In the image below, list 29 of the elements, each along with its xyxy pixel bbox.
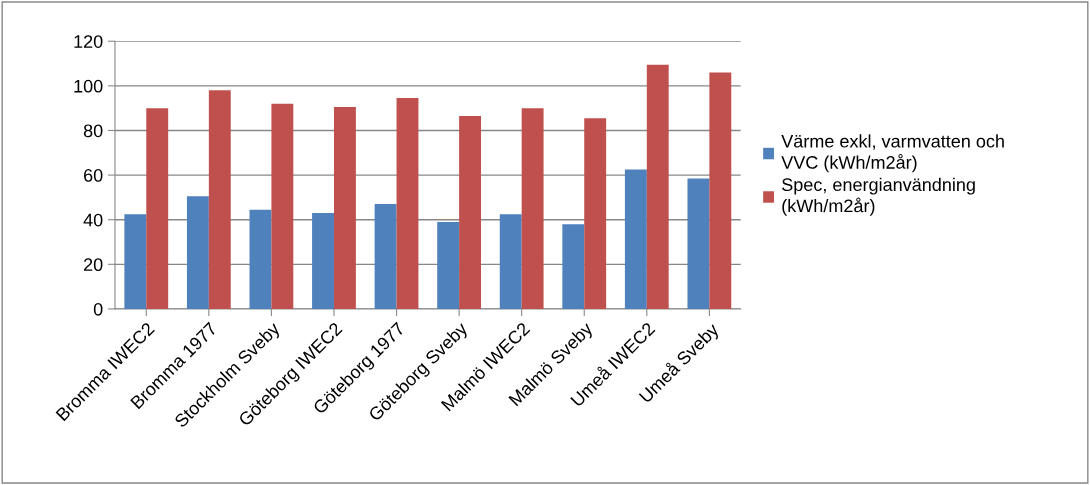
bar bbox=[521, 108, 544, 309]
bar bbox=[687, 178, 710, 309]
y-tick-label: 100 bbox=[74, 79, 103, 93]
bar bbox=[624, 169, 647, 309]
bar bbox=[459, 115, 482, 309]
bar bbox=[249, 209, 272, 309]
bar bbox=[333, 107, 356, 309]
bar bbox=[124, 214, 147, 309]
legend-label: Spec, energianvändning (kWh/m2år) bbox=[782, 177, 975, 216]
bar bbox=[312, 213, 334, 309]
bar bbox=[499, 214, 522, 309]
y-tick-label: 60 bbox=[84, 169, 103, 182]
y-tick-label: 120 bbox=[74, 35, 103, 48]
bar bbox=[562, 224, 585, 309]
bar bbox=[584, 118, 607, 309]
bar bbox=[396, 98, 419, 309]
y-tick-label: 80 bbox=[83, 124, 103, 138]
y-tick-label: 0 bbox=[93, 302, 103, 316]
bar bbox=[271, 103, 294, 309]
y-tick-label: 20 bbox=[84, 258, 103, 272]
bar bbox=[374, 204, 397, 309]
bar bbox=[709, 72, 732, 309]
legend-label: Värme exkl, varmvatten och VVC (kWh/m2år) bbox=[781, 134, 1004, 173]
bar bbox=[437, 221, 460, 309]
bar bbox=[146, 108, 169, 309]
bar bbox=[186, 196, 209, 309]
bar bbox=[208, 90, 231, 309]
y-tick-label: 40 bbox=[83, 213, 103, 227]
bar bbox=[646, 64, 669, 309]
